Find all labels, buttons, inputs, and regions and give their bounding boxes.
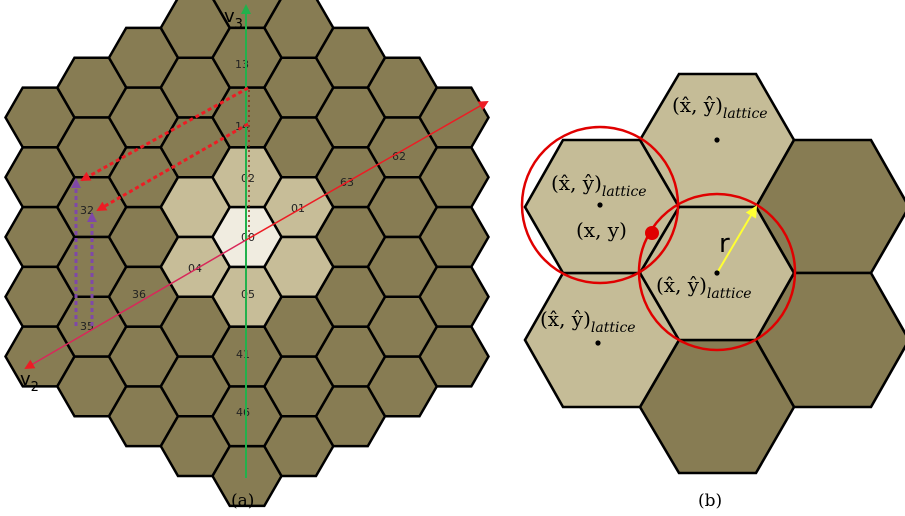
v2-axis-line <box>24 239 247 370</box>
lattice-label-left-lower: (x̂, ŷ)lattice <box>540 307 636 336</box>
lattice-point-center <box>714 270 720 276</box>
radius-label: r <box>719 229 730 259</box>
hex-cell-grid <box>4 0 490 508</box>
lattice-point-left-lower <box>595 340 601 346</box>
lattice-label-center: (x̂, ŷ)lattice <box>656 273 752 302</box>
cell-label-62: 62 <box>392 150 406 163</box>
red-dotted-path-1 <box>80 86 249 182</box>
red-dotted-path-2 <box>96 122 249 212</box>
v2-axis-label: v2 <box>20 369 39 395</box>
panel-b-caption: (b) <box>698 491 722 511</box>
v1-axis-line <box>245 101 489 241</box>
cell-label-46: 46 <box>236 406 250 419</box>
cell-label-05: 05 <box>241 288 255 301</box>
lattice-label-left-upper: (x̂, ŷ)lattice <box>551 171 647 200</box>
cell-label-02: 02 <box>241 172 255 185</box>
radius-arrow <box>716 205 758 274</box>
lattice-label-top: (x̂, ŷ)lattice <box>672 93 768 122</box>
cell-label-32: 32 <box>80 204 94 217</box>
v3-axis-label: v3 <box>224 6 243 32</box>
query-point <box>645 226 659 240</box>
lattice-point-left-upper <box>597 202 603 208</box>
panel-a-caption: (a) <box>231 491 254 511</box>
cell-label-35: 35 <box>80 320 94 333</box>
query-point-label: (x, y) <box>576 218 627 242</box>
cell-label-36: 36 <box>132 288 146 301</box>
search-circle-center <box>637 192 797 352</box>
panel-b-search-region: r (x̂, ŷ)lattice (x̂, ŷ)lattice (x̂, ŷ)l… <box>520 72 905 511</box>
panel-a-hex-grid: 00 01 02 04 05 13 14 32 35 36 41 46 62 6… <box>4 0 490 511</box>
lattice-point-top <box>714 137 720 143</box>
cell-label-41: 41 <box>236 348 250 361</box>
